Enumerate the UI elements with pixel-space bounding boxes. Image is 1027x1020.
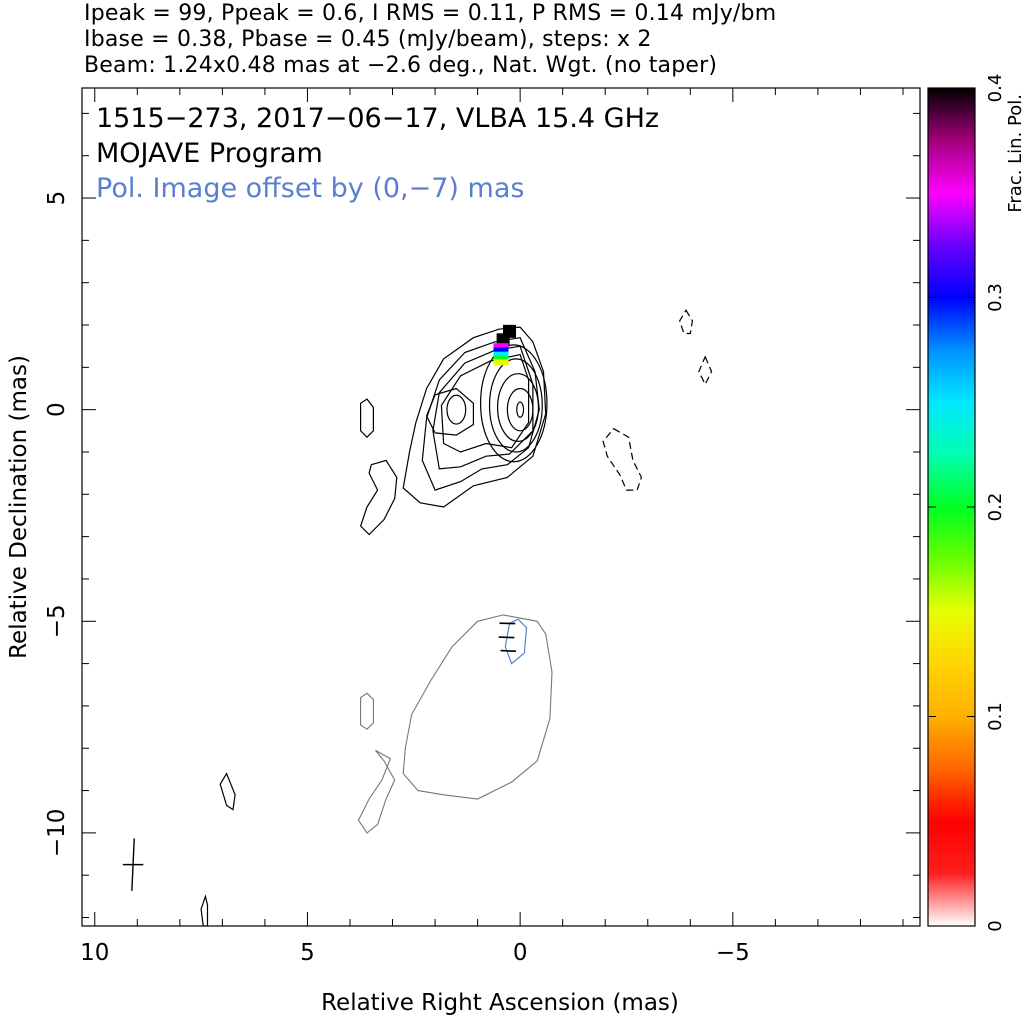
frac-pol-pixel (493, 343, 509, 350)
frac-pol-pixel (493, 351, 509, 358)
colorbar-label: Frac. Lin. Pol. (1005, 94, 1026, 213)
x-tick-label: −5 (716, 940, 750, 966)
intensity-contour (200, 894, 209, 926)
pol-contour (402, 614, 553, 800)
intensity-contour (432, 345, 534, 470)
colorbar-tick-label: 0.3 (985, 283, 1006, 312)
negative-contour (602, 427, 643, 491)
intensity-contour (446, 394, 467, 425)
pol-contour (357, 749, 396, 834)
colorbar-tick-label: 0.2 (985, 493, 1006, 522)
colorbar-tick-label: 0.4 (985, 74, 1006, 103)
y-tick-label: −10 (44, 809, 70, 858)
y-tick-label: 5 (44, 191, 70, 206)
chart-subtitle: MOJAVE Program (96, 138, 323, 169)
negative-contour (679, 309, 694, 335)
intensity-contour (488, 358, 543, 453)
x-tick-label: 10 (80, 940, 109, 966)
y-tick-label: −5 (44, 604, 70, 638)
header-intensity-stats: Ipeak = 99, Ppeak = 0.6, I RMS = 0.11, P… (84, 1, 777, 26)
intensity-contour (425, 387, 474, 436)
frac-pol-pixel (496, 333, 510, 347)
header-beam-info: Beam: 1.24x0.48 mas at −2.6 deg., Nat. W… (84, 53, 718, 78)
colorbar: 0 0.1 0.2 0.3 0.4 (927, 74, 1006, 932)
plot-frame (81, 87, 921, 927)
y-axis-label: Relative Declination (mas) (6, 355, 32, 659)
plot-area (122, 309, 713, 926)
intensity-contour (360, 398, 374, 439)
x-tick-label: 5 (300, 940, 315, 966)
chart-title: 1515−273, 2017−06−17, VLBA 15.4 GHz (96, 103, 659, 134)
intensity-contour (496, 373, 540, 442)
intensity-contour (440, 353, 530, 453)
frac-pol-pixel (493, 355, 509, 362)
x-axis-label: Relative Right Ascension (mas) (321, 990, 679, 1016)
axis-ticks (82, 88, 920, 926)
y-tick-label: 0 (44, 402, 70, 417)
intensity-contour (506, 387, 534, 432)
colorbar-tick-label: 0.1 (985, 702, 1006, 731)
pol-offset-annotation: Pol. Image offset by (0,−7) mas (96, 173, 524, 204)
x-tick-label: 0 (513, 940, 528, 966)
pol-contour (360, 692, 374, 730)
header-base-levels: Ibase = 0.38, Pbase = 0.45 (mJy/beam), s… (84, 27, 652, 52)
evpa-tick (500, 649, 516, 653)
intensity-contour (479, 344, 548, 463)
intensity-contour (516, 401, 525, 418)
intensity-contour (402, 326, 547, 508)
frac-pol-pixel (493, 359, 509, 366)
intensity-contour (359, 459, 398, 536)
intensity-contour (219, 772, 236, 811)
frac-pol-pixel (493, 347, 509, 354)
negative-contour (698, 355, 713, 386)
colorbar-tick-label: 0 (985, 920, 1006, 931)
